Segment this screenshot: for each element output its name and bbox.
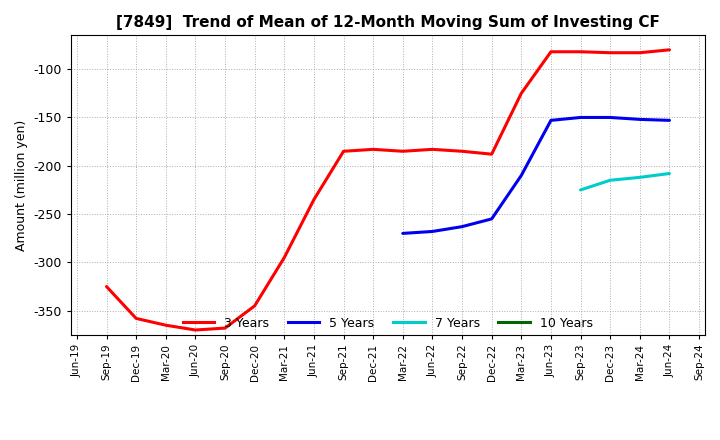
Legend: 3 Years, 5 Years, 7 Years, 10 Years: 3 Years, 5 Years, 7 Years, 10 Years <box>179 312 598 334</box>
Y-axis label: Amount (million yen): Amount (million yen) <box>15 120 28 251</box>
Title: [7849]  Trend of Mean of 12-Month Moving Sum of Investing CF: [7849] Trend of Mean of 12-Month Moving … <box>116 15 660 30</box>
